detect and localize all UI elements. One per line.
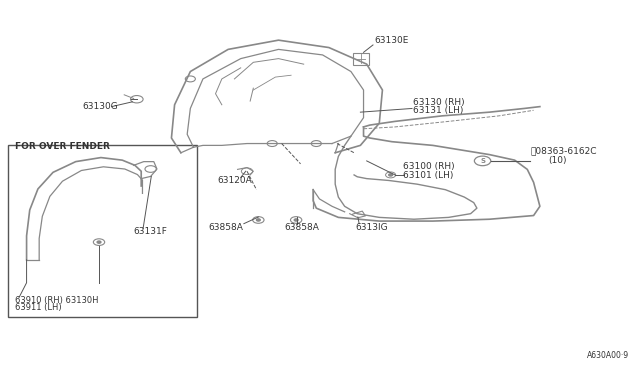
Text: 63101 (LH): 63101 (LH) <box>403 171 454 180</box>
Text: 63131 (LH): 63131 (LH) <box>413 106 463 115</box>
Text: 63130 (RH): 63130 (RH) <box>413 97 464 107</box>
FancyBboxPatch shape <box>8 145 196 317</box>
Text: A630A00·9: A630A00·9 <box>587 350 629 359</box>
Circle shape <box>388 174 392 176</box>
Text: S: S <box>480 158 485 164</box>
Text: 63858A: 63858A <box>208 223 243 232</box>
Text: 63120A: 63120A <box>218 176 252 185</box>
Circle shape <box>97 241 101 243</box>
Text: FOR OVER FENDER: FOR OVER FENDER <box>15 142 110 151</box>
Text: 63100 (RH): 63100 (RH) <box>403 162 455 171</box>
Text: 63910 (RH) 63130H: 63910 (RH) 63130H <box>15 296 99 305</box>
FancyBboxPatch shape <box>353 53 369 65</box>
Text: 63130E: 63130E <box>374 36 408 45</box>
Text: Ⓝ08363-6162C: Ⓝ08363-6162C <box>531 147 597 156</box>
Text: 63858A: 63858A <box>285 223 320 232</box>
Circle shape <box>257 219 260 221</box>
Text: (10): (10) <box>548 155 566 164</box>
Circle shape <box>294 219 298 221</box>
Text: 63911 (LH): 63911 (LH) <box>15 303 62 312</box>
Text: 63131F: 63131F <box>134 227 168 235</box>
Text: 63130G: 63130G <box>82 102 118 111</box>
Text: 6313lG: 6313lG <box>355 223 388 232</box>
